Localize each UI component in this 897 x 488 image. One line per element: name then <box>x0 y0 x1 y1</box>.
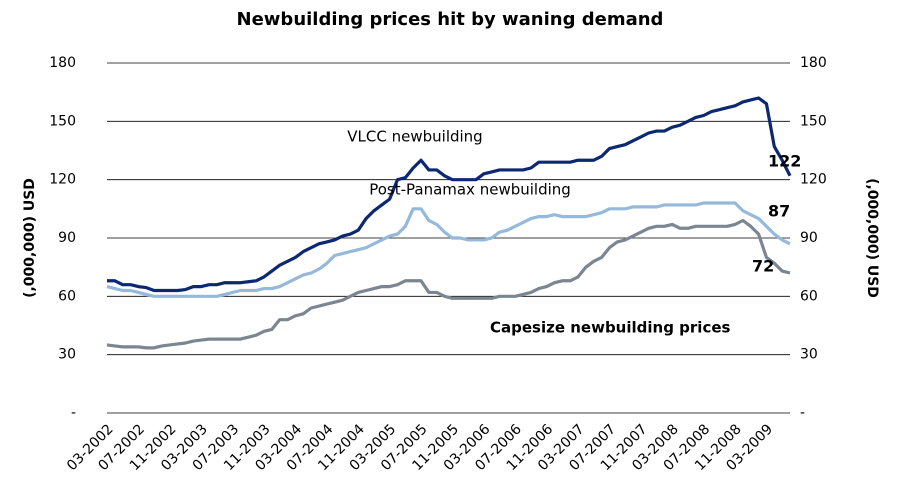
y2-tick-label: 180 <box>800 55 827 71</box>
y2-tick-label: - <box>800 405 805 421</box>
series-label: Capesize newbuilding prices <box>490 319 731 337</box>
series-line <box>106 218 791 350</box>
series-line <box>107 96 792 293</box>
y-tick-label: 120 <box>49 172 76 188</box>
series-label: VLCC newbuilding <box>347 128 482 146</box>
y2-tick-label: 30 <box>800 347 818 363</box>
y2-tick-label: 120 <box>800 172 827 188</box>
y2-tick-label: 90 <box>800 230 818 246</box>
y-tick-label: 180 <box>49 55 76 71</box>
y-tick-label: - <box>71 405 76 421</box>
y2-tick-label: 60 <box>800 288 818 304</box>
y-tick-label: 30 <box>58 347 76 363</box>
y-tick-label: 60 <box>58 288 76 304</box>
end-value-label: 87 <box>768 201 790 220</box>
y-tick-label: 90 <box>58 230 76 246</box>
chart-title: Newbuilding prices hit by waning demand <box>237 9 664 30</box>
y2-tick-label: 150 <box>800 113 827 129</box>
end-value-label: 72 <box>752 257 774 276</box>
series-line <box>106 201 791 298</box>
end-value-label: 122 <box>768 151 801 170</box>
y-axis-title: (,000,000) USD <box>22 178 38 298</box>
y-tick-label: 150 <box>49 113 76 129</box>
series-label: Post-Panamax newbuilding <box>369 181 571 199</box>
y2-axis-title: (,000,000) USD <box>864 178 880 298</box>
